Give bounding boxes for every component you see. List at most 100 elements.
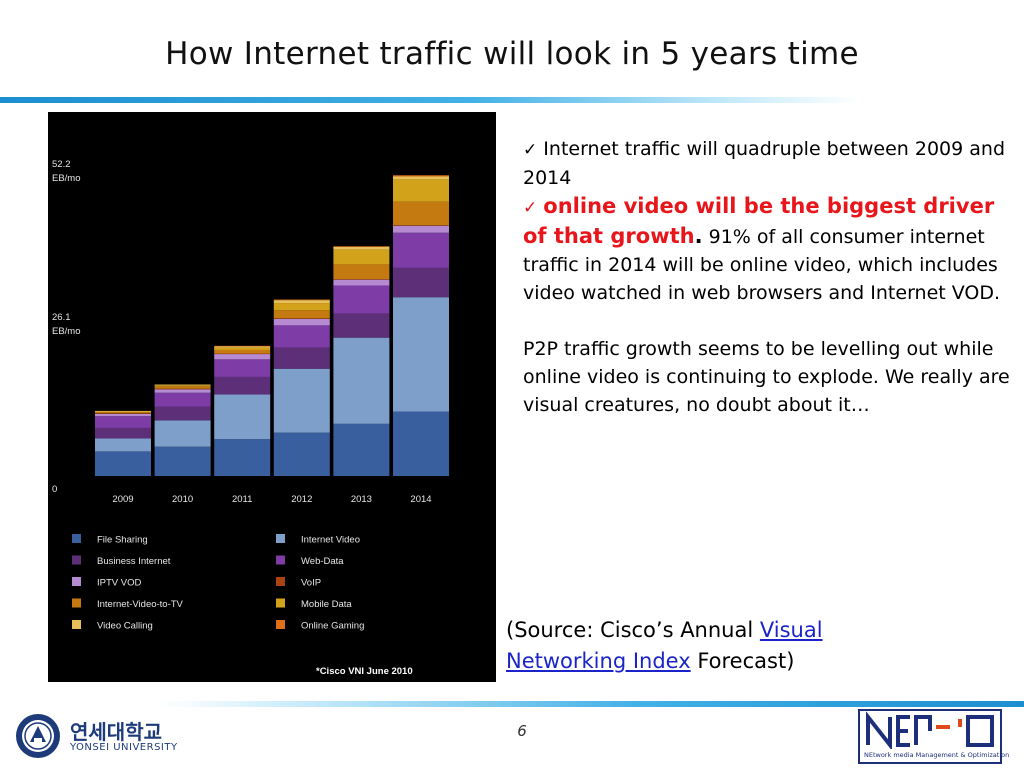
bar-segment xyxy=(273,347,330,369)
source-prefix: (Source: Cisco’s Annual xyxy=(506,618,760,642)
legend-label: Video Calling xyxy=(97,621,153,632)
bar-segment xyxy=(393,411,449,476)
bar-segment xyxy=(273,310,330,319)
nemo-subtitle: NEtwork media Management & Optimization xyxy=(864,751,1010,759)
bar-segment xyxy=(214,349,271,354)
checkmark-icon: ✓ xyxy=(523,198,538,218)
bar-segment xyxy=(273,368,330,433)
bar-segment xyxy=(214,347,271,350)
bar-segment xyxy=(333,423,390,476)
legend-swatch xyxy=(276,555,285,565)
bar-segment xyxy=(333,337,390,424)
bar-segment xyxy=(214,345,271,347)
x-tick-label: 2011 xyxy=(232,494,252,505)
slide-title: How Internet traffic will look in 5 year… xyxy=(165,36,859,72)
bullet-list: ✓ Internet traffic will quadruple betwee… xyxy=(523,135,1013,419)
bar-segment xyxy=(95,410,151,412)
x-tick-label: 2013 xyxy=(351,494,372,505)
bar-segment xyxy=(333,313,390,338)
bar-segment xyxy=(393,232,449,268)
bar-segment xyxy=(273,303,330,311)
x-tick-label: 2014 xyxy=(410,494,431,505)
source-suffix: Forecast) xyxy=(690,649,795,673)
bar-segment xyxy=(214,354,271,360)
bullet-video-driver-text: 91% of all consumer internet traffic in … xyxy=(523,226,1001,304)
bar-segment xyxy=(154,420,211,447)
legend-swatch xyxy=(276,620,285,629)
bar-segment xyxy=(333,279,390,280)
bar-segment xyxy=(214,346,271,348)
bar-segment xyxy=(154,385,211,387)
bar-segment xyxy=(273,432,330,476)
bar-segment xyxy=(95,438,151,452)
bar-segment xyxy=(214,439,271,476)
bullet-quadruple-text: Internet traffic will quadruple between … xyxy=(523,138,1006,189)
bar-segment xyxy=(154,386,211,389)
title-divider xyxy=(0,97,860,103)
bar-segment xyxy=(393,175,449,177)
bar-segment xyxy=(393,179,449,202)
traffic-chart-svg: 52.2 EB/mo 26.1 EB/mo 0 2009 2010 2011 2012 2013 2… xyxy=(52,159,449,677)
legend-swatch xyxy=(276,598,285,608)
y-tick-label: EB/mo xyxy=(52,173,81,184)
bar-segment xyxy=(393,297,449,412)
bar-segment xyxy=(393,225,449,226)
legend-label: Internet-Video-to-TV xyxy=(97,599,184,610)
bar-segment xyxy=(273,318,330,326)
bar-segment xyxy=(393,267,449,298)
legend-swatch xyxy=(72,598,81,608)
bar-segment xyxy=(95,451,151,476)
legend-label: Online Gaming xyxy=(301,621,364,632)
bar-segment xyxy=(95,427,151,439)
bar-segment xyxy=(95,411,151,413)
y-tick-label: 26.1 xyxy=(52,312,71,323)
bar-segment xyxy=(154,388,211,390)
bar-segment xyxy=(333,246,390,250)
x-tick-label: 2009 xyxy=(112,494,133,505)
checkmark-icon: ✓ xyxy=(523,140,538,160)
bar-segment xyxy=(333,279,390,286)
bar-segment xyxy=(214,353,271,355)
bullet-video-driver-highlight: online video will be the biggest driver … xyxy=(523,194,995,248)
y-tick-label: 0 xyxy=(52,484,57,495)
bar-segment xyxy=(154,389,211,393)
legend-label: IPTV VOD xyxy=(97,578,141,589)
page-number: 6 xyxy=(517,722,527,740)
legend-label: VoIP xyxy=(301,578,321,589)
nemo-wordmark-icon xyxy=(866,711,994,749)
bullet-video-driver-period: . xyxy=(694,224,703,248)
x-tick-label: 2010 xyxy=(172,494,193,505)
vni-link[interactable]: Visual Networking Index xyxy=(506,618,823,673)
bar-segment xyxy=(273,299,330,301)
legend-swatch xyxy=(72,620,81,629)
yonsei-english-name: YONSEI UNIVERSITY xyxy=(70,742,178,753)
legend-swatch xyxy=(72,534,81,543)
bar-segment xyxy=(273,318,330,319)
legend-swatch xyxy=(72,577,81,586)
legend-label: Business Internet xyxy=(97,556,171,567)
yonsei-korean-name: 연세대학교 xyxy=(70,720,162,744)
bullet-quadruple: ✓ Internet traffic will quadruple betwee… xyxy=(523,135,1013,192)
legend-label: Mobile Data xyxy=(301,599,352,610)
bar-segment xyxy=(214,394,271,440)
nemo-logo: NEtwork media Management & Optimization xyxy=(858,709,1010,764)
bar-segment xyxy=(393,225,449,233)
legend-label: Web-Data xyxy=(301,556,344,567)
bar-segment xyxy=(95,413,151,417)
bar-segment xyxy=(95,412,151,414)
legend-swatch xyxy=(276,577,285,586)
bar-segment xyxy=(273,325,330,348)
bar-segment xyxy=(333,285,390,314)
legend-label: File Sharing xyxy=(97,535,148,546)
bar-segment xyxy=(393,176,449,180)
source-citation: (Source: Cisco’s Annual Visual Networkin… xyxy=(506,615,906,677)
bar-segment xyxy=(333,246,390,247)
x-tick-label: 2012 xyxy=(291,494,312,505)
bar-segment xyxy=(154,406,211,421)
bullet-video-driver: ✓ online video will be the biggest drive… xyxy=(523,192,1013,307)
bar-segment xyxy=(333,264,390,280)
legend-swatch xyxy=(276,534,285,543)
bar-segment xyxy=(154,384,211,386)
bar-segment xyxy=(393,201,449,226)
bar-segment xyxy=(95,413,151,414)
